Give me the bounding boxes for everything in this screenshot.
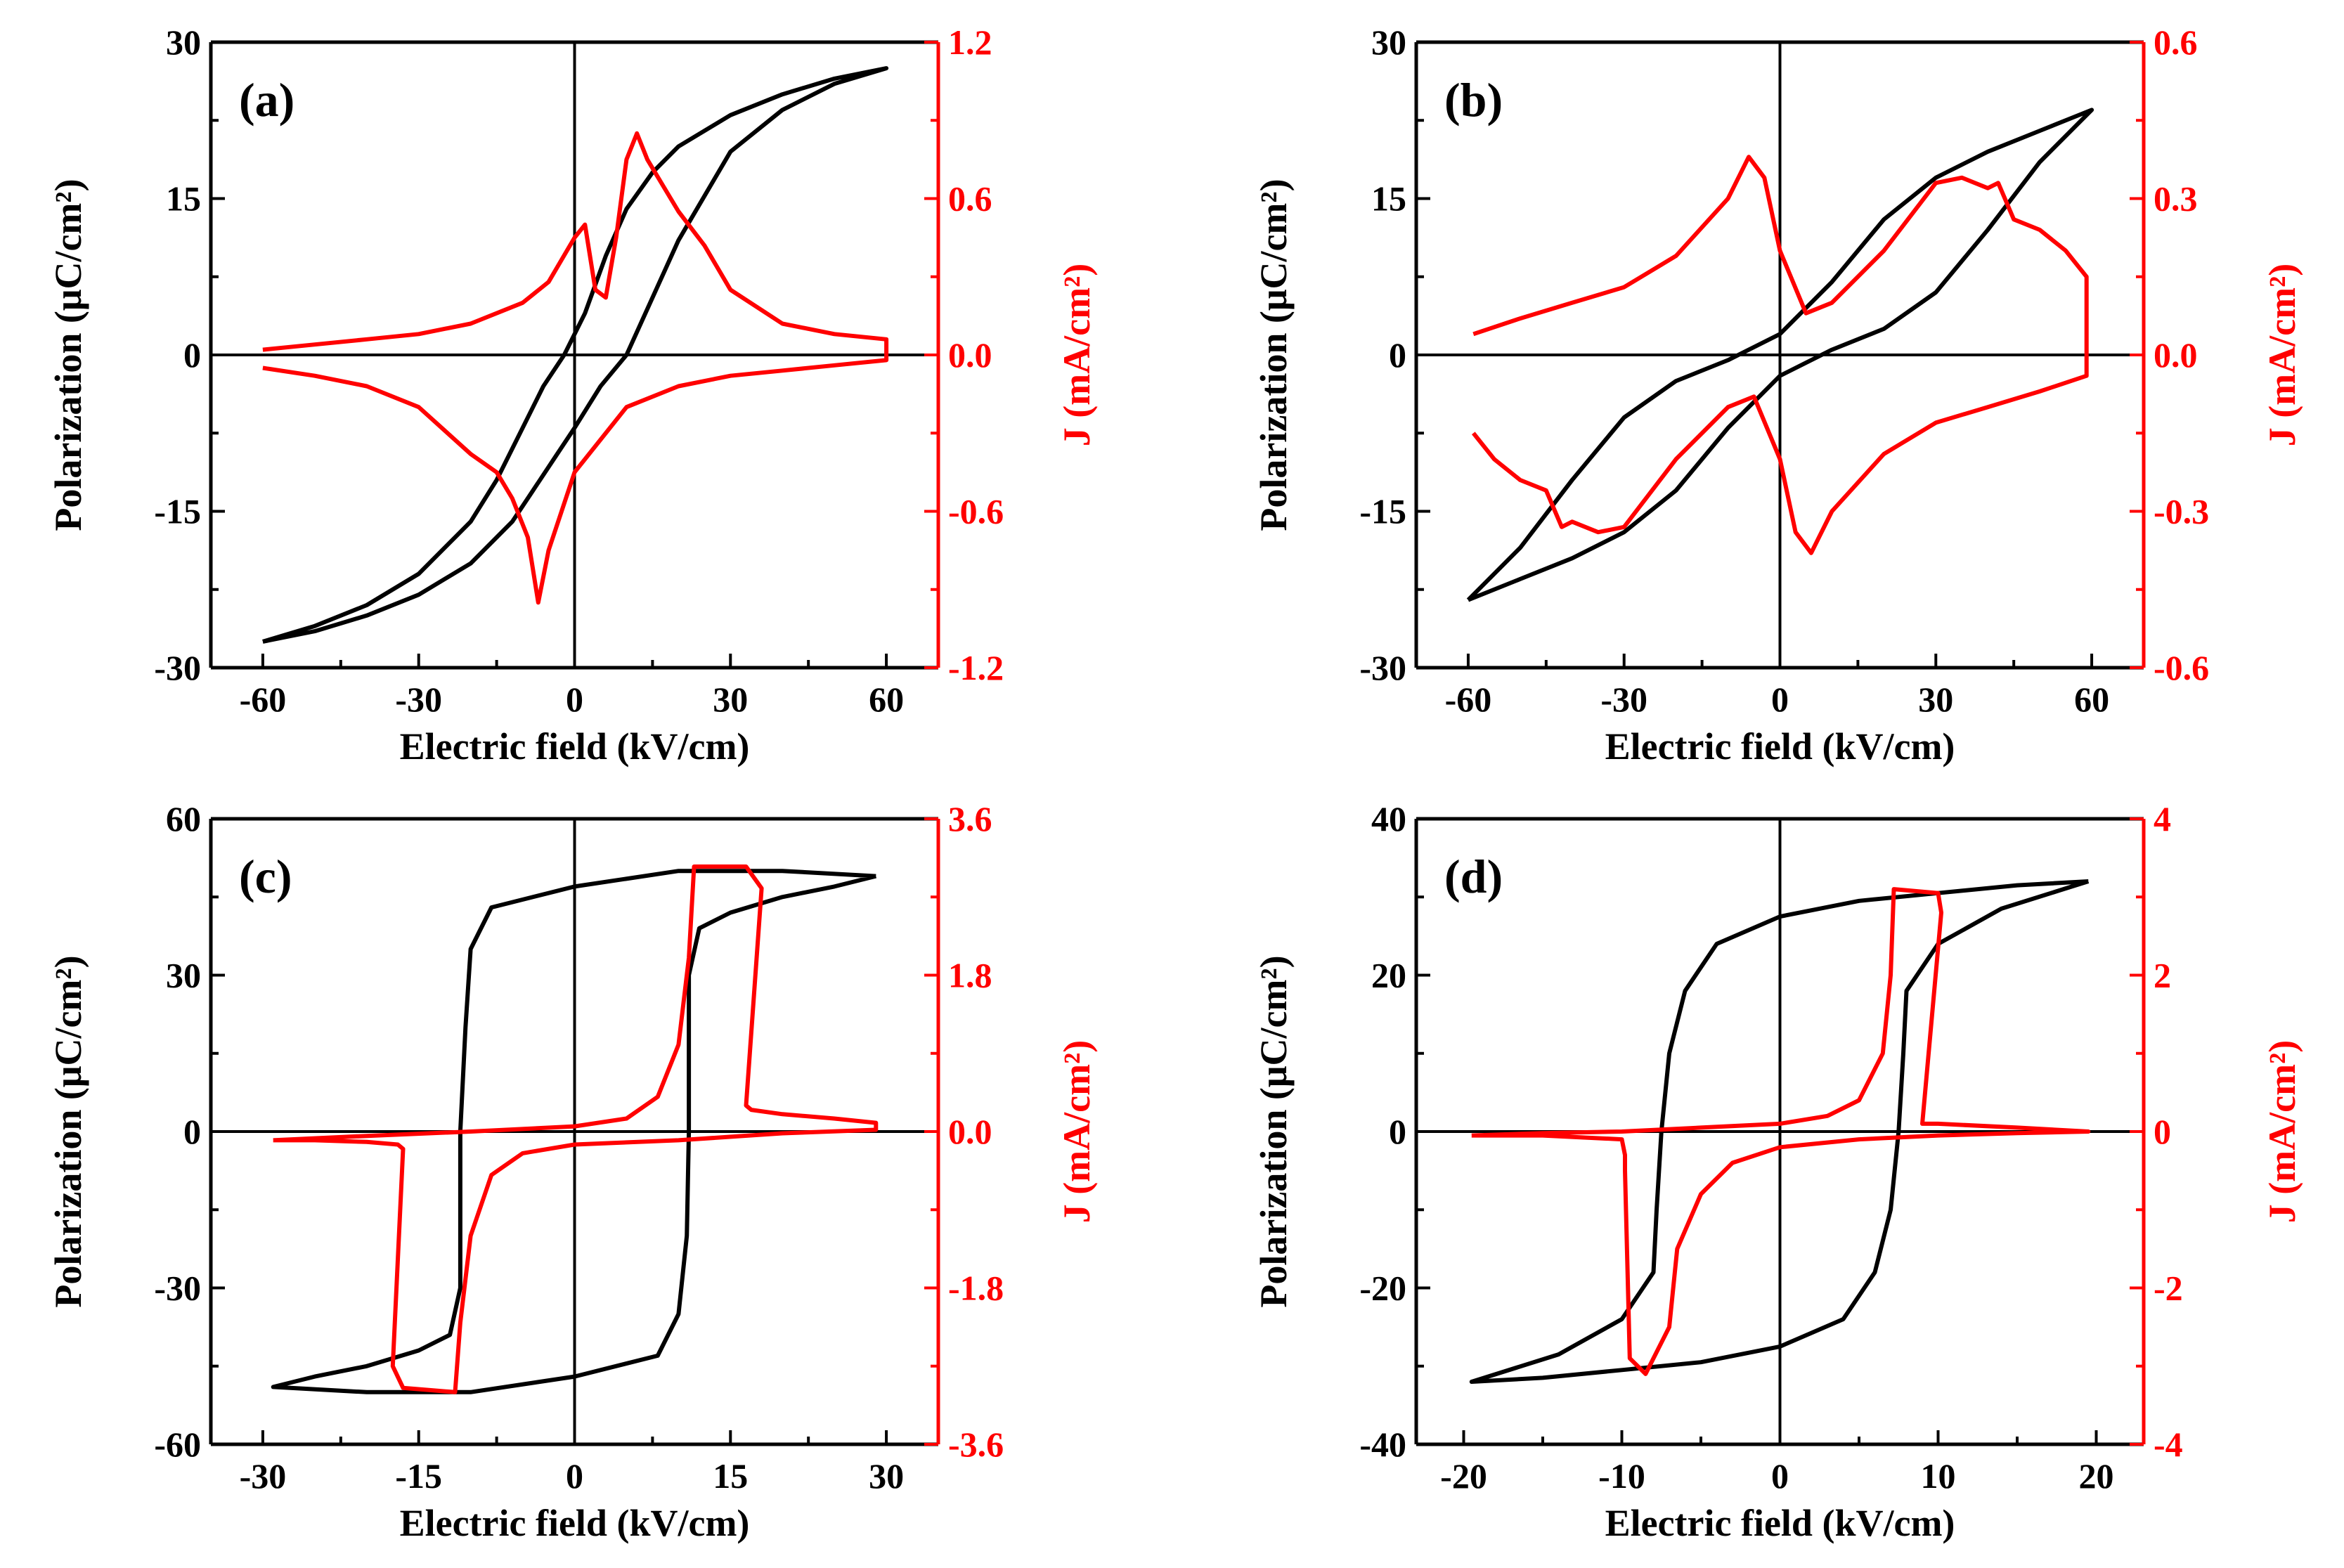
y-tick-label: 0 [1389,335,1406,375]
panel-2: -60 -30 0 30 60 -30 -15 0 15 30 -0.6 -0.3 0.0 0.3 0.6 E… [1252,22,2303,767]
x-axis-title: Electric field (kV/cm) [400,725,750,767]
x-tick-label: -60 [240,680,287,719]
x-tick-label: 0 [1771,680,1789,719]
polarization-series [271,869,877,1394]
current-density-series [262,131,889,605]
x-tick-label: 30 [1918,680,1953,719]
panel-label: (c) [239,850,292,903]
x-tick-label: -20 [1440,1456,1487,1496]
y2-tick-label: -1.2 [948,648,1004,687]
y2-tick-label: -0.3 [2154,492,2209,531]
y-tick-label: 30 [166,956,201,995]
y-tick-label: 0 [183,1112,201,1151]
y2-tick-label: 0.0 [948,335,992,375]
y2-tick-label: -3.6 [948,1425,1004,1464]
y-tick-label: 30 [1371,22,1406,62]
y-tick-label: 0 [1389,1112,1406,1151]
x-tick-label: -30 [1600,680,1647,719]
polarization-series [1466,108,2094,602]
polarization-series [1469,879,2090,1384]
y-axis-title: Polarization (μC/cm²) [47,955,89,1307]
x-tick-label: 30 [713,680,748,719]
y2-tick-label: 0 [2154,1112,2171,1151]
y-tick-label: -15 [154,492,201,531]
current-density-series [1471,155,2089,555]
x-tick-label: -15 [395,1456,442,1496]
x-tick-label: 30 [869,1456,904,1496]
y2-tick-label: 0.0 [948,1112,992,1151]
y2-tick-label: 0.6 [2154,22,2198,62]
panel-label: (b) [1444,73,1503,127]
y-tick-label: 15 [1371,179,1406,219]
y2-axis-title: J (mA/cm²) [1056,1040,1098,1224]
y-tick-label: 30 [166,22,201,62]
y2-tick-label: 1.8 [948,956,992,995]
y-tick-label: -30 [154,1269,201,1308]
x-tick-label: -60 [1445,680,1492,719]
x-tick-label: 0 [566,1456,583,1496]
y-tick-label: -15 [1359,492,1406,531]
y2-tick-label: 0.0 [2154,335,2198,375]
y-tick-label: -20 [1359,1269,1406,1308]
x-axis-title: Electric field (kV/cm) [400,1502,750,1544]
x-tick-label: -30 [240,1456,287,1496]
y2-tick-label: -1.8 [948,1269,1004,1308]
y2-tick-label: 3.6 [948,799,992,838]
panel-1: -60 -30 0 30 60 -30 -15 0 15 30 -1.2 -0.6 0.0 0.6 1.2 E… [47,22,1098,767]
x-axis-title: Electric field (kV/cm) [1605,1502,1955,1544]
y2-tick-label: -0.6 [2154,648,2209,687]
x-tick-label: -30 [395,680,442,719]
y2-tick-label: -0.6 [948,492,1004,531]
y-tick-label: -40 [1359,1425,1406,1464]
y-tick-label: -30 [1359,648,1406,687]
x-tick-label: 20 [2079,1456,2114,1496]
y-tick-label: 40 [1371,799,1406,838]
x-tick-label: -10 [1598,1456,1645,1496]
panel-label: (a) [239,73,294,127]
y-tick-label: 60 [166,799,201,838]
y2-tick-label: 0.6 [948,179,992,219]
y2-tick-label: 2 [2154,956,2171,995]
y2-axis-title: J (mA/cm²) [1056,264,1098,447]
y-axis-title: Polarization (μC/cm²) [47,179,89,531]
x-tick-label: 60 [2074,680,2109,719]
y2-tick-label: -2 [2154,1269,2183,1308]
current-density-series [273,864,879,1394]
y-tick-label: -60 [154,1425,201,1464]
x-tick-label: 10 [1921,1456,1956,1496]
y2-tick-label: 4 [2154,799,2171,838]
x-tick-label: 0 [566,680,583,719]
current-density-series [1471,887,2091,1376]
x-axis-title: Electric field (kV/cm) [1605,725,1955,767]
panel-label: (d) [1444,850,1503,903]
y-tick-label: -30 [154,648,201,687]
x-tick-label: 0 [1771,1456,1789,1496]
y-tick-label: 20 [1371,956,1406,995]
y2-tick-label: -4 [2154,1425,2183,1464]
y-axis-title: Polarization (μC/cm²) [1252,955,1295,1307]
y-tick-label: 0 [183,335,201,375]
y-axis-title: Polarization (μC/cm²) [1252,179,1295,531]
panel-3: -30 -15 0 15 30 -60 -30 0 30 60 -3.6 -1.8 0.0 1.8 3.6 E… [47,799,1098,1544]
y2-tick-label: 1.2 [948,22,992,62]
y2-tick-label: 0.3 [2154,179,2198,219]
y2-axis-title: J (mA/cm²) [2261,1040,2303,1224]
y2-axis-title: J (mA/cm²) [2261,264,2303,447]
y-tick-label: 15 [166,179,201,219]
x-tick-label: 15 [713,1456,748,1496]
x-tick-label: 60 [869,680,904,719]
